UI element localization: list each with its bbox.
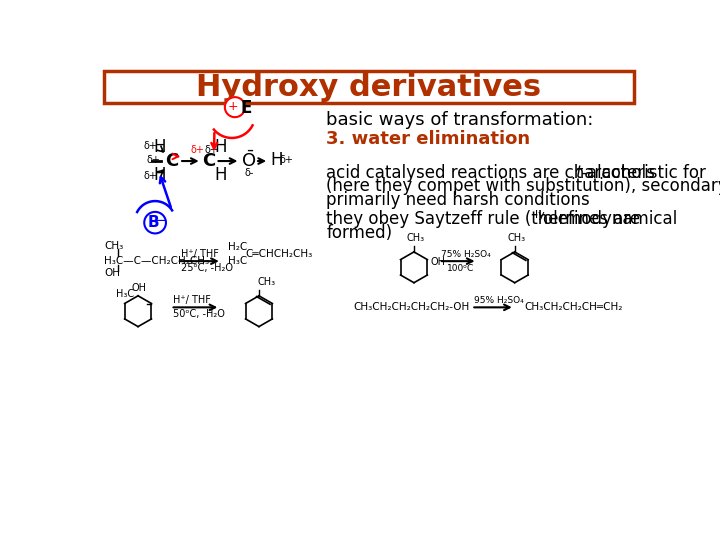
Text: H₃C—C—CH₂CH₂CH₃: H₃C—C—CH₂CH₂CH₃ <box>104 256 209 266</box>
Text: basic ways of transformation:: basic ways of transformation: <box>326 111 594 129</box>
Text: acid catalysed reactions are characteristic for: acid catalysed reactions are characteris… <box>326 164 711 181</box>
Text: δ+: δ+ <box>191 145 204 156</box>
Text: ly: ly <box>535 210 544 220</box>
Text: H: H <box>153 166 166 184</box>
Text: H: H <box>215 138 228 156</box>
Text: −: − <box>154 213 167 228</box>
Text: E: E <box>240 99 252 117</box>
Text: -alcohols: -alcohols <box>581 164 655 181</box>
Text: B: B <box>148 215 159 230</box>
Text: C: C <box>166 152 179 170</box>
Text: OH: OH <box>132 283 147 293</box>
Text: C═CHCH₂CH₃: C═CHCH₂CH₃ <box>245 249 312 259</box>
Text: δ+: δ+ <box>204 145 219 156</box>
Text: formed): formed) <box>326 224 392 242</box>
Text: δ-: δ- <box>244 168 253 178</box>
Text: CH₃CH₂CH₂CH═CH₂: CH₃CH₂CH₂CH═CH₂ <box>524 302 622 312</box>
Text: olefines are: olefines are <box>543 210 640 228</box>
Text: H₃C: H₃C <box>228 256 247 266</box>
Text: 3. water elimination: 3. water elimination <box>326 131 531 149</box>
Text: δ+: δ+ <box>279 156 293 165</box>
Text: 75% H₂SO₄: 75% H₂SO₄ <box>441 249 491 259</box>
Text: H⁺/ THF: H⁺/ THF <box>173 295 211 306</box>
Text: CH₃: CH₃ <box>508 233 526 243</box>
Text: primarily need harsh conditions: primarily need harsh conditions <box>326 191 590 210</box>
Text: 95% H₂SO₄: 95% H₂SO₄ <box>474 296 524 305</box>
Text: CH₃CH₂CH₂CH₂CH₂-OH: CH₃CH₂CH₂CH₂CH₂-OH <box>354 302 469 312</box>
Text: t: t <box>576 164 583 181</box>
Text: H: H <box>153 138 166 156</box>
Text: $\bar{\mathrm{O}}$: $\bar{\mathrm{O}}$ <box>241 150 256 171</box>
Text: CH₃: CH₃ <box>258 277 276 287</box>
Text: CH₃: CH₃ <box>407 233 425 243</box>
Text: H⁺/ THF: H⁺/ THF <box>181 249 220 259</box>
Text: Hydroxy derivatives: Hydroxy derivatives <box>197 72 541 102</box>
Text: H: H <box>215 166 228 184</box>
Text: CH₃: CH₃ <box>104 241 123 251</box>
Text: (here they compet with substitution), secondary and: (here they compet with substitution), se… <box>326 178 720 195</box>
Text: δ+: δ+ <box>143 140 158 151</box>
Text: δ+: δ+ <box>143 172 158 181</box>
Text: H₂C: H₂C <box>228 242 247 252</box>
Text: C: C <box>202 152 215 170</box>
Text: 50ᵒC, -H₂O: 50ᵒC, -H₂O <box>173 309 225 319</box>
Text: they obey Saytzeff rule (thermodynamical: they obey Saytzeff rule (thermodynamical <box>326 210 678 228</box>
Circle shape <box>225 97 245 117</box>
Text: 25ᵒC, -H₂O: 25ᵒC, -H₂O <box>181 263 233 273</box>
Circle shape <box>144 212 166 233</box>
Text: H: H <box>271 151 283 169</box>
Text: OH: OH <box>104 268 120 279</box>
Text: δ+: δ+ <box>147 154 161 165</box>
Text: +: + <box>228 100 239 113</box>
Text: OH: OH <box>431 257 445 267</box>
FancyBboxPatch shape <box>104 71 634 103</box>
Text: H₃C: H₃C <box>117 289 135 299</box>
Text: 100ᵒC: 100ᵒC <box>446 264 474 273</box>
